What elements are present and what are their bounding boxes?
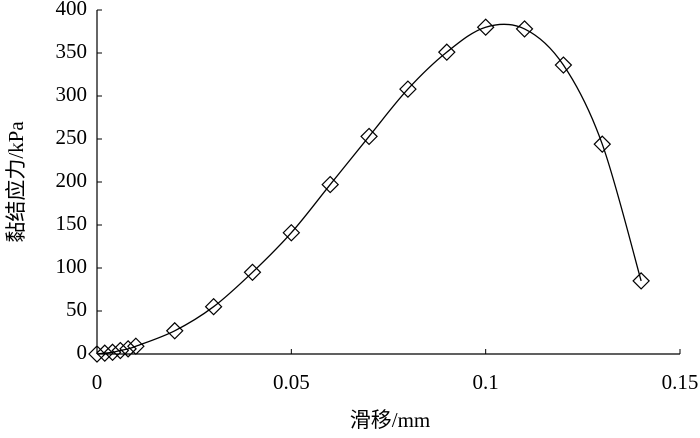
- y-tick-label: 50: [66, 297, 87, 321]
- marker: [476, 18, 495, 37]
- x-tick-label: 0.15: [662, 370, 699, 394]
- marker: [437, 43, 456, 61]
- marker: [103, 343, 122, 362]
- x-tick-label: 0.05: [273, 370, 310, 394]
- marker: [243, 263, 262, 282]
- marker: [515, 20, 534, 38]
- data-line: [96, 23, 642, 355]
- x-axis-label: 滑移/mm: [350, 408, 431, 432]
- marker: [95, 344, 114, 362]
- y-tick-label: 250: [56, 125, 88, 149]
- y-tick-label: 400: [56, 0, 88, 20]
- y-tick-label: 300: [56, 82, 88, 106]
- marker: [282, 223, 301, 242]
- marker: [88, 345, 106, 363]
- x-tick-label: 0: [92, 370, 103, 394]
- y-tick-label: 150: [56, 211, 88, 235]
- marker: [399, 80, 417, 98]
- marker: [127, 337, 145, 356]
- marker: [554, 56, 573, 74]
- marker: [593, 135, 612, 154]
- y-axis-label: 黏结应力/kPa: [4, 121, 28, 243]
- y-tick-label: 100: [56, 254, 88, 278]
- y-tick-label: 350: [56, 39, 88, 63]
- y-tick-label: 200: [56, 168, 88, 192]
- marker: [204, 297, 223, 316]
- y-tick-label: 0: [77, 340, 88, 364]
- marker: [360, 127, 378, 146]
- x-tick-label: 0.1: [473, 370, 499, 394]
- marker: [165, 321, 184, 340]
- marker: [119, 339, 137, 358]
- marker: [632, 272, 650, 290]
- marker: [321, 175, 340, 194]
- marker: [111, 341, 130, 360]
